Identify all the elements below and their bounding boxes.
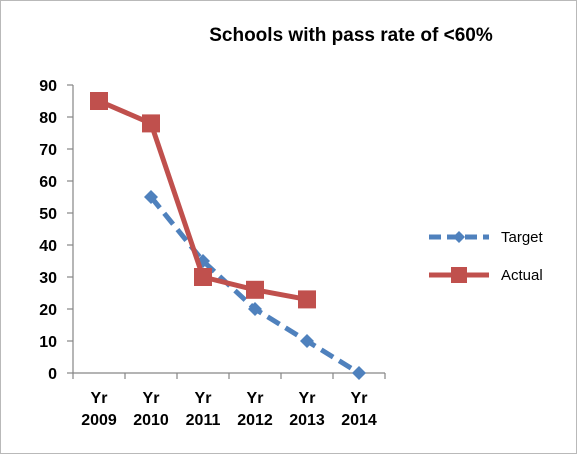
y-tick-label: 90 <box>39 78 57 95</box>
axes-layer: 0 10 20 30 40 50 60 70 80 90 Yr 2009 Yr 2010 Yr 2011 Yr 2… <box>39 78 386 429</box>
legend-item-target: Target <box>429 229 544 246</box>
legend-label: Actual <box>501 267 543 284</box>
y-tick-label: 10 <box>39 334 57 351</box>
y-tick-label: 0 <box>48 366 57 383</box>
data-point-actual <box>194 268 212 286</box>
legend-swatch-marker <box>451 267 467 283</box>
x-tick-label: Yr <box>143 390 160 407</box>
legend-swatch-marker <box>453 231 465 243</box>
legend: Target Actual <box>429 229 544 284</box>
data-point-target <box>300 334 314 348</box>
y-tick-label: 40 <box>39 238 57 255</box>
x-tick-label: Yr <box>299 390 316 407</box>
y-tick-label: 80 <box>39 110 57 127</box>
data-point-actual <box>246 280 264 299</box>
data-point-actual <box>142 114 160 133</box>
x-tick-label: 2011 <box>186 412 221 429</box>
x-tick-label: Yr <box>91 390 108 407</box>
x-tick-label: 2009 <box>81 412 117 429</box>
y-tick-label: 20 <box>39 302 57 319</box>
x-tick-label: 2012 <box>237 412 273 429</box>
x-tick-label: Yr <box>195 390 212 407</box>
data-point-target <box>352 366 366 380</box>
x-tick-label: 2013 <box>289 412 325 429</box>
x-tick-label: 2014 <box>341 412 377 429</box>
y-tick-label: 70 <box>39 142 57 159</box>
data-point-actual <box>298 290 316 309</box>
y-tick-label: 30 <box>39 270 57 287</box>
y-tick-label: 50 <box>39 206 57 223</box>
legend-label: Target <box>501 229 544 246</box>
data-point-actual <box>90 92 108 110</box>
x-tick-label: Yr <box>247 390 264 407</box>
chart-title: Schools with pass rate of <60% <box>209 25 493 46</box>
x-tick-label: 2010 <box>133 412 169 429</box>
data-point-target <box>144 190 158 204</box>
x-tick-label: Yr <box>351 390 368 407</box>
y-tick-label: 60 <box>39 174 57 191</box>
legend-item-actual: Actual <box>429 267 543 284</box>
data-point-target <box>248 302 262 316</box>
series-layer <box>90 92 366 380</box>
